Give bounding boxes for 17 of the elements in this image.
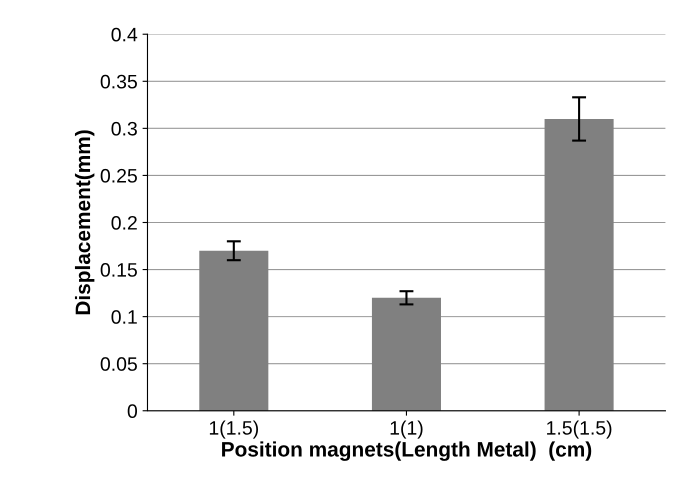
y-axis-title: Displacement(mm) [74, 130, 94, 314]
y-tick-label: 0.25 [100, 168, 137, 183]
bar [199, 250, 268, 411]
y-tick-label: 0.35 [100, 74, 137, 89]
y-tick-label: 0.4 [112, 28, 138, 42]
y-tick-label: 0 [128, 404, 138, 418]
x-tick-label: 1(1) [390, 420, 423, 439]
y-tick-label: 0.1 [112, 310, 137, 324]
y-tick-label: 0.05 [100, 357, 137, 371]
y-tick-label: 0.15 [100, 263, 137, 277]
x-tick-label: 1(1.5) [210, 420, 258, 439]
y-tick-label: 0.2 [112, 216, 137, 230]
bar [544, 118, 614, 411]
y-tick-label: 0.3 [112, 122, 137, 136]
x-axis-title: Position magnets(Length Metal) (cm) [222, 441, 592, 461]
x-tick-label: 1.5(1.5) [547, 420, 612, 439]
bar [372, 298, 441, 411]
